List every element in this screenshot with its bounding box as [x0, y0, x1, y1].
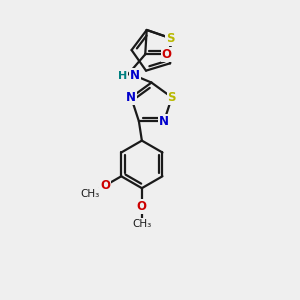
Text: CH₃: CH₃: [132, 219, 152, 229]
Text: O: O: [137, 200, 147, 213]
Text: N: N: [130, 69, 140, 82]
Text: N: N: [126, 91, 136, 104]
Text: S: S: [166, 32, 175, 45]
Text: N: N: [159, 115, 169, 128]
Text: H: H: [118, 71, 127, 81]
Text: S: S: [168, 91, 176, 104]
Text: O: O: [100, 179, 110, 192]
Text: CH₃: CH₃: [81, 189, 100, 199]
Text: O: O: [162, 48, 172, 61]
